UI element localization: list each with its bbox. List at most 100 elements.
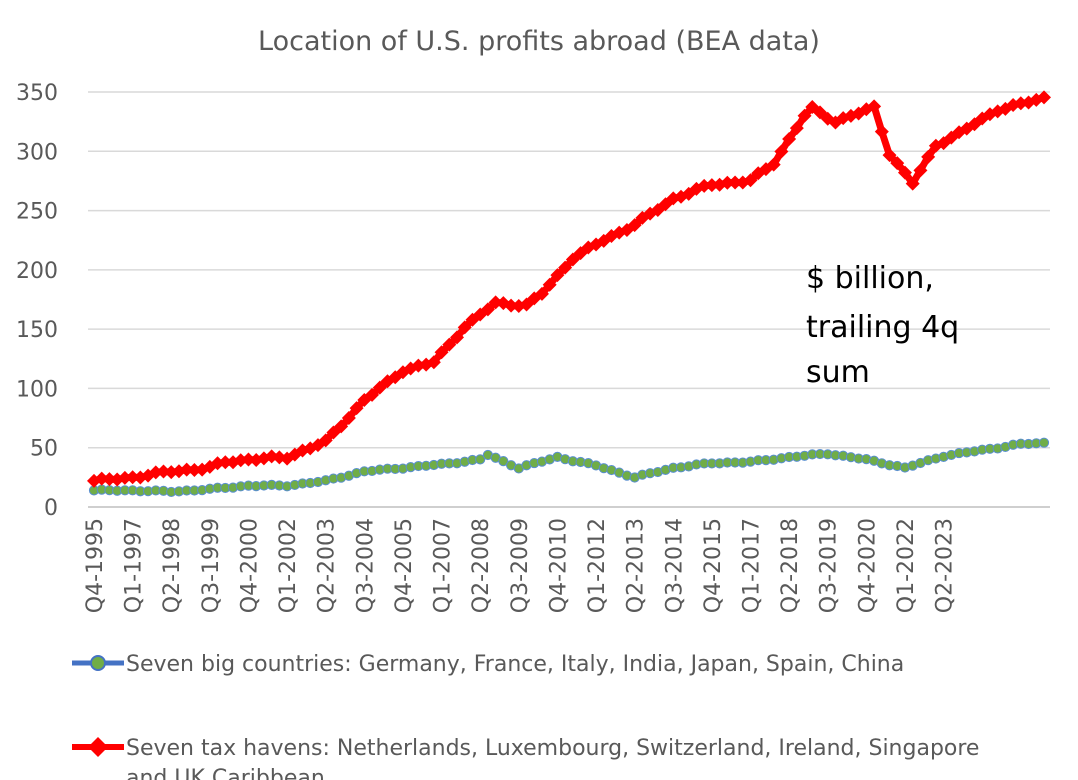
data-point-tax-havens [102,472,117,487]
y-tick-label: 200 [16,259,58,284]
data-point-tax-havens [125,470,140,485]
data-point-tax-havens [480,302,495,317]
data-point-tax-havens [450,330,465,345]
data-point-tax-havens [365,387,380,402]
x-tick-label: Q1-2022 [894,518,919,613]
data-point-big-countries [498,456,509,467]
data-point-tax-havens [743,173,758,188]
series-layer [87,90,1051,498]
data-point-tax-havens [704,178,719,193]
data-point-tax-havens [179,462,194,477]
data-point-tax-havens [897,165,912,180]
x-tick-label: Q4-2010 [546,518,571,613]
data-point-tax-havens [94,471,109,486]
data-point-tax-havens [728,175,743,190]
data-point-tax-havens [233,453,248,468]
y-tick-label: 150 [16,318,58,343]
x-tick-label: Q2-2018 [778,518,803,613]
y-tick-label: 50 [30,437,58,462]
data-point-tax-havens [867,99,882,114]
x-tick-label: Q3-2014 [662,518,687,613]
x-tick-label: Q1-2012 [585,518,610,613]
x-tick-label: Q3-2004 [353,518,378,613]
legend-label-tax-havens-line-2: and UK Caribbean [126,766,325,780]
data-point-tax-havens [457,320,472,335]
data-point-tax-havens [813,105,828,120]
data-point-tax-havens [766,157,781,172]
data-point-tax-havens [774,144,789,159]
data-point-tax-havens [882,148,897,163]
y-tick-label: 250 [16,200,58,225]
x-tick-label: Q4-2015 [701,518,726,613]
y-tick-label: 300 [16,140,58,165]
data-point-tax-havens [341,411,356,426]
data-point-tax-havens [117,470,132,485]
legend-label-big-countries: Seven big countries: Germany, France, It… [126,652,904,677]
legend-label-tax-havens: Seven tax havens: Netherlands, Luxembour… [126,736,986,780]
x-tick-label: Q3-2009 [508,518,533,613]
annotation-line-3: sum [806,355,870,390]
data-point-tax-havens [720,175,735,190]
data-point-big-countries [475,454,486,465]
data-point-tax-havens [550,268,565,283]
data-point-tax-havens [782,132,797,147]
data-point-tax-havens [913,163,928,178]
data-point-tax-havens [372,380,387,395]
x-tick-label: Q4-2005 [392,518,417,613]
data-point-tax-havens [334,419,349,434]
x-axis: Q4-1995 Q1-1997 Q2-1998 Q3-1999 Q4-2000 Q1-20… [83,518,958,613]
x-tick-label: Q3-2019 [817,518,842,613]
annotation-line-1: $ billion, [806,261,934,296]
data-point-tax-havens [905,176,920,191]
data-point-tax-havens [1037,90,1051,105]
data-point-tax-havens [434,345,449,360]
legend-label-tax-havens-line-1: Seven tax havens: Netherlands, Luxembour… [126,736,979,761]
data-point-tax-havens [874,124,889,139]
y-tick-label: 100 [16,377,58,402]
data-point-tax-havens [627,218,642,233]
x-tick-label: Q2-2013 [624,518,649,613]
data-point-tax-havens [426,355,441,370]
series-big-countries [88,437,1050,498]
data-point-tax-havens [241,452,256,467]
data-point-tax-havens [890,156,905,171]
x-tick-label: Q3-1999 [199,518,224,613]
x-tick-label: Q2-1998 [160,518,185,613]
x-tick-label: Q4-1995 [83,518,108,613]
data-point-tax-havens [558,260,573,275]
data-point-tax-havens [542,277,557,292]
data-point-tax-havens [187,462,202,477]
x-tick-label: Q2-2003 [315,518,340,613]
x-tick-label: Q1-1997 [122,518,147,613]
x-tick-label: Q1-2017 [740,518,765,613]
data-point-tax-havens [789,121,804,136]
x-tick-label: Q2-2023 [933,518,958,613]
data-point-tax-havens [349,401,364,416]
x-tick-label: Q1-2007 [431,518,456,613]
data-point-tax-havens [797,108,812,123]
series-tax-havens [87,90,1051,488]
data-point-tax-havens [156,464,171,479]
y-tick-label: 0 [44,496,58,521]
x-tick-label: Q4-2020 [855,518,880,613]
x-tick-label: Q2-2008 [469,518,494,613]
y-tick-label: 350 [16,81,58,106]
data-point-tax-havens [921,149,936,164]
annotation-line-2: trailing 4q [806,310,959,345]
legend-marker-tax-havens [88,737,108,757]
data-point-big-countries [1038,437,1050,448]
x-tick-label: Q4-2000 [237,518,262,613]
legend: Seven big countries: Germany, France, It… [72,652,986,780]
data-point-tax-havens [565,252,580,267]
y-axis: 0 50 100 150 200 250 300 350 [16,81,58,521]
data-point-tax-havens [534,286,549,301]
legend-marker-big-countries [90,655,106,671]
data-point-tax-havens [318,433,333,448]
data-point-tax-havens [442,337,457,352]
x-tick-label: Q1-2002 [276,518,301,613]
data-point-tax-havens [504,298,519,313]
chart-title: Location of U.S. profits abroad (BEA dat… [258,26,820,57]
data-point-tax-havens [218,455,233,470]
